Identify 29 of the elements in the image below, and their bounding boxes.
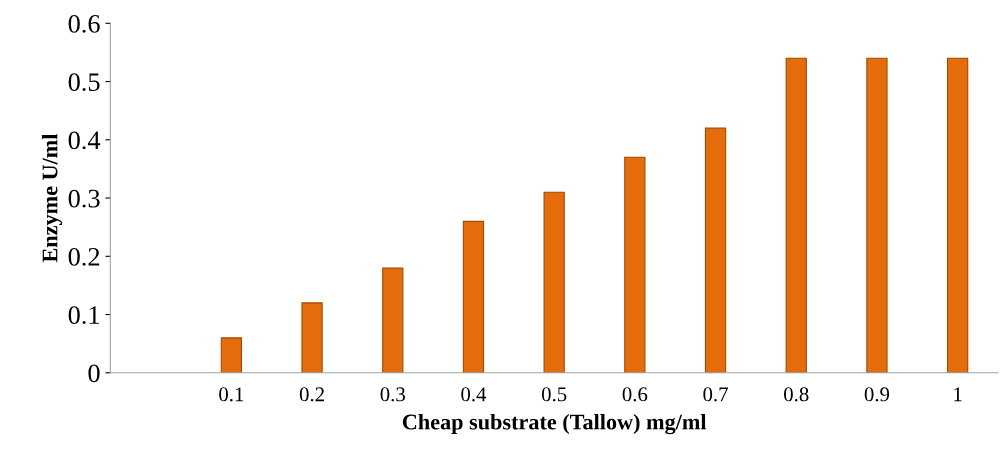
x-tick-label: 0.7 [703, 387, 728, 402]
x-axis-title: Cheap substrate (Tallow) mg/ml [402, 413, 707, 435]
x-tick-label: 1 [954, 387, 962, 402]
x-tick-label: 0.2 [299, 387, 324, 402]
x-tick-label: 0.9 [864, 387, 890, 402]
x-tick-label: 0.5 [541, 387, 567, 402]
bar [704, 127, 727, 373]
y-tick-label: 0.2 [68, 247, 100, 266]
x-tick-label: 0.3 [380, 387, 405, 402]
y-axis-title: Enzyme U/ml [41, 133, 63, 263]
bar [946, 57, 969, 373]
bar [301, 302, 323, 373]
y-tick-label: 0.1 [68, 306, 100, 325]
y-tick-label: 0 [88, 364, 100, 383]
bar [785, 57, 807, 373]
y-tick-label: 0.3 [68, 189, 100, 208]
bar [220, 337, 243, 373]
y-tick-label: 0.5 [68, 73, 100, 92]
x-tick-label: 0.8 [784, 387, 809, 402]
bar [624, 156, 646, 373]
bar [543, 191, 565, 373]
y-tick-label: 0.4 [68, 131, 101, 150]
x-tick-label: 0.4 [461, 387, 487, 402]
bar [382, 267, 404, 373]
x-tick-label: 0.1 [219, 387, 244, 402]
y-tick-label: 0.6 [68, 14, 100, 33]
bar [462, 220, 485, 373]
x-tick-label: 0.6 [622, 387, 648, 402]
bar [866, 57, 888, 373]
